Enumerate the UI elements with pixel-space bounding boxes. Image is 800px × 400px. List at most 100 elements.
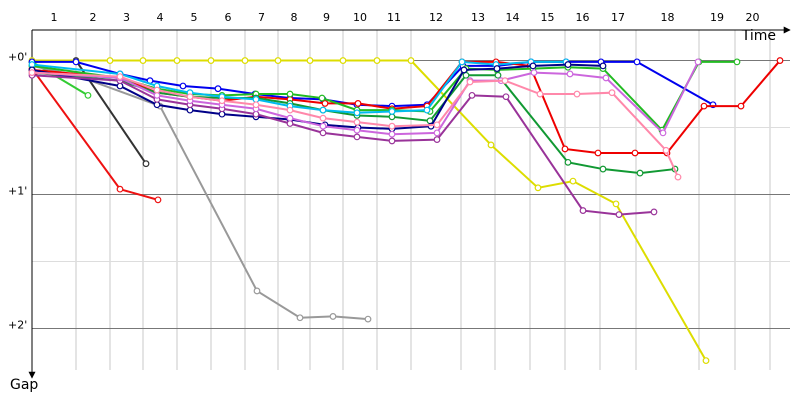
- y-tick-label: +2': [8, 318, 27, 331]
- data-point: [296, 314, 304, 322]
- data-point: [321, 100, 329, 107]
- data-point: [694, 58, 702, 66]
- data-point: [702, 357, 710, 365]
- data-point: [433, 136, 441, 143]
- data-point: [561, 145, 569, 153]
- data-point: [306, 57, 314, 64]
- x-tick-label: 6: [225, 11, 232, 24]
- series-line: [31, 64, 369, 321]
- data-point: [566, 70, 574, 78]
- data-point: [573, 90, 581, 98]
- data-point: [353, 133, 361, 141]
- data-point: [599, 62, 607, 70]
- data-point: [28, 69, 36, 77]
- data-point: [353, 118, 361, 126]
- x-tick-label: 19: [710, 11, 724, 24]
- data-point: [286, 106, 294, 114]
- data-point: [534, 184, 542, 192]
- x-axis-title: Time: [741, 28, 776, 44]
- data-point: [142, 160, 150, 168]
- data-point: [116, 185, 124, 193]
- data-point: [173, 57, 181, 64]
- data-point: [529, 62, 537, 70]
- x-tick-label: 2: [90, 11, 97, 24]
- data-point: [659, 129, 667, 137]
- data-point: [252, 101, 260, 109]
- data-point: [564, 158, 572, 166]
- data-point: [599, 165, 607, 173]
- data-point: [423, 106, 431, 114]
- x-tick-label: 20: [746, 11, 760, 24]
- data-point: [737, 102, 745, 110]
- data-point: [460, 66, 468, 74]
- x-tick-label: 14: [506, 11, 520, 24]
- data-point: [662, 146, 670, 154]
- data-point: [319, 114, 327, 122]
- x-tick-label: 7: [258, 11, 265, 24]
- data-point: [700, 102, 708, 110]
- data-point: [339, 57, 347, 64]
- data-point: [84, 91, 92, 99]
- data-point: [631, 149, 639, 157]
- data-point: [650, 208, 658, 216]
- data-point: [458, 58, 466, 66]
- data-point: [353, 109, 361, 117]
- data-point: [153, 86, 161, 94]
- data-point: [218, 97, 226, 105]
- data-point: [594, 149, 602, 157]
- series-line: [31, 71, 679, 178]
- series-line: [31, 59, 781, 154]
- data-point: [501, 77, 509, 85]
- data-point: [329, 313, 337, 320]
- data-point: [608, 89, 616, 97]
- series-line: [31, 74, 655, 216]
- grid: 1 2 3 4 5 6 7 8 9 10 11 12 13 14 15 16 17 18 19 20+0'+1'+2': [8, 11, 790, 370]
- data-point: [612, 200, 620, 208]
- x-tick-label: 9: [323, 11, 330, 24]
- data-point: [674, 173, 682, 181]
- data-point: [106, 57, 114, 64]
- data-point: [433, 129, 441, 137]
- data-point: [615, 211, 623, 219]
- x-tick-label: 4: [157, 11, 164, 24]
- data-point: [602, 74, 610, 82]
- data-point: [241, 57, 249, 64]
- x-tick-label: 3: [123, 11, 130, 24]
- y-tick-label: +1': [8, 185, 27, 198]
- data-point: [253, 287, 261, 295]
- data-point: [487, 141, 495, 149]
- x-tick-label: 1: [51, 11, 58, 24]
- data-point: [274, 57, 282, 64]
- x-tick-label: 17: [611, 11, 625, 24]
- data-point: [186, 93, 194, 101]
- data-point: [530, 69, 538, 77]
- x-tick-label: 8: [291, 11, 298, 24]
- data-point: [353, 126, 361, 134]
- series-line: [31, 61, 699, 136]
- data-point: [388, 137, 396, 145]
- data-point: [776, 57, 784, 64]
- data-point: [433, 121, 441, 129]
- data-point: [564, 61, 572, 68]
- data-point: [536, 90, 544, 98]
- data-point: [633, 58, 641, 66]
- data-point: [373, 57, 381, 64]
- data-point: [388, 130, 396, 138]
- data-point: [466, 78, 474, 86]
- data-point: [286, 90, 294, 98]
- x-tick-label: 16: [576, 11, 590, 24]
- data-point: [388, 122, 396, 130]
- x-tick-label: 13: [471, 11, 485, 24]
- data-point: [214, 85, 222, 93]
- plot-area: [28, 57, 784, 365]
- data-point: [569, 177, 577, 185]
- data-point: [579, 207, 587, 214]
- series-line: [31, 63, 604, 130]
- data-point: [468, 91, 476, 99]
- data-point: [493, 65, 501, 72]
- data-point: [364, 315, 372, 323]
- x-tick-label: 5: [191, 11, 198, 24]
- data-point: [139, 57, 147, 64]
